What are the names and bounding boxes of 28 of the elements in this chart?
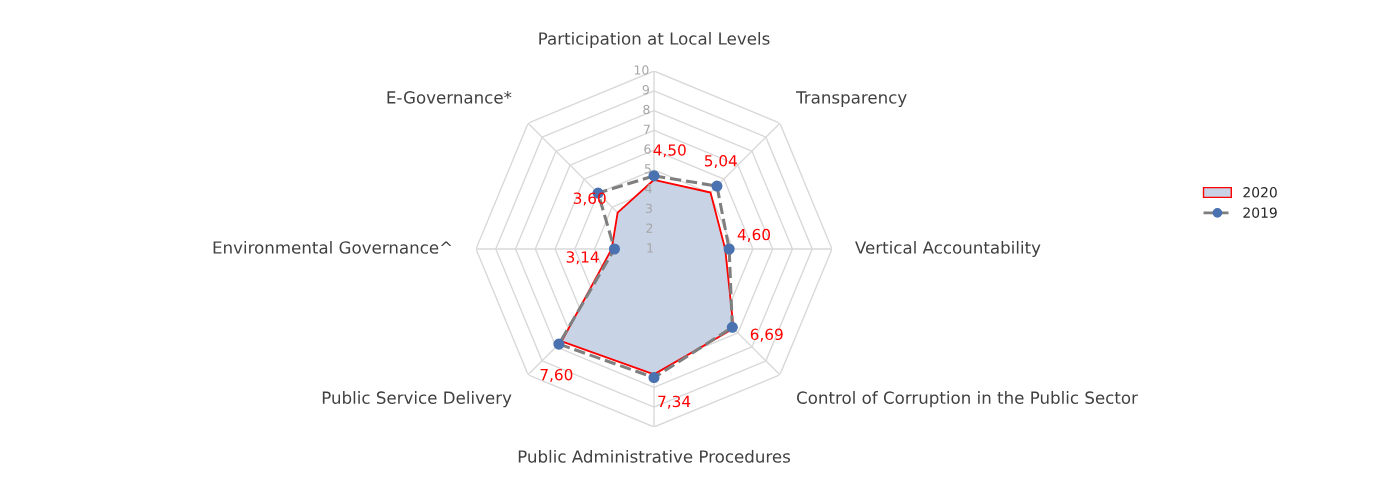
spoke-label: Control of Corruption in the Public Sector	[797, 391, 1138, 408]
y-tick-label: 5	[644, 164, 651, 174]
y-tick-label: 2	[646, 223, 653, 233]
y-tick-label: 9	[642, 85, 649, 95]
spoke-label: Participation at Local Levels	[539, 31, 770, 49]
spoke-label: Public Administrative Procedures	[518, 449, 791, 463]
data-label: 3,14	[566, 251, 599, 265]
data-label: 7,60	[540, 368, 573, 382]
legend-label: 2019	[1243, 207, 1277, 218]
spoke-label: Public Service Delivery	[322, 391, 512, 408]
y-tick-label: 4	[645, 184, 652, 194]
y-tick-label: 7	[643, 124, 650, 134]
spoke-label: Vertical Accountability	[855, 240, 1041, 258]
spoke-label: Transparency	[796, 91, 907, 107]
data-label: 4,60	[737, 228, 771, 242]
spoke-label: Environmental Governance^	[213, 240, 452, 254]
data-label: 4,50	[653, 144, 686, 158]
y-tick-label: 8	[643, 104, 650, 115]
y-tick-label: 6	[644, 144, 651, 154]
data-label: 3,60	[573, 192, 606, 206]
legend-label: 2020	[1243, 187, 1277, 198]
data-label: 6,69	[750, 328, 783, 342]
spoke-label: E-Governance*	[387, 91, 512, 104]
y-tick-label: 10	[634, 65, 649, 75]
y-tick-label: 3	[645, 203, 652, 214]
data-label: 5,04	[704, 155, 737, 169]
data-label: 7,34	[658, 395, 691, 409]
y-tick-label: 1	[647, 243, 653, 253]
